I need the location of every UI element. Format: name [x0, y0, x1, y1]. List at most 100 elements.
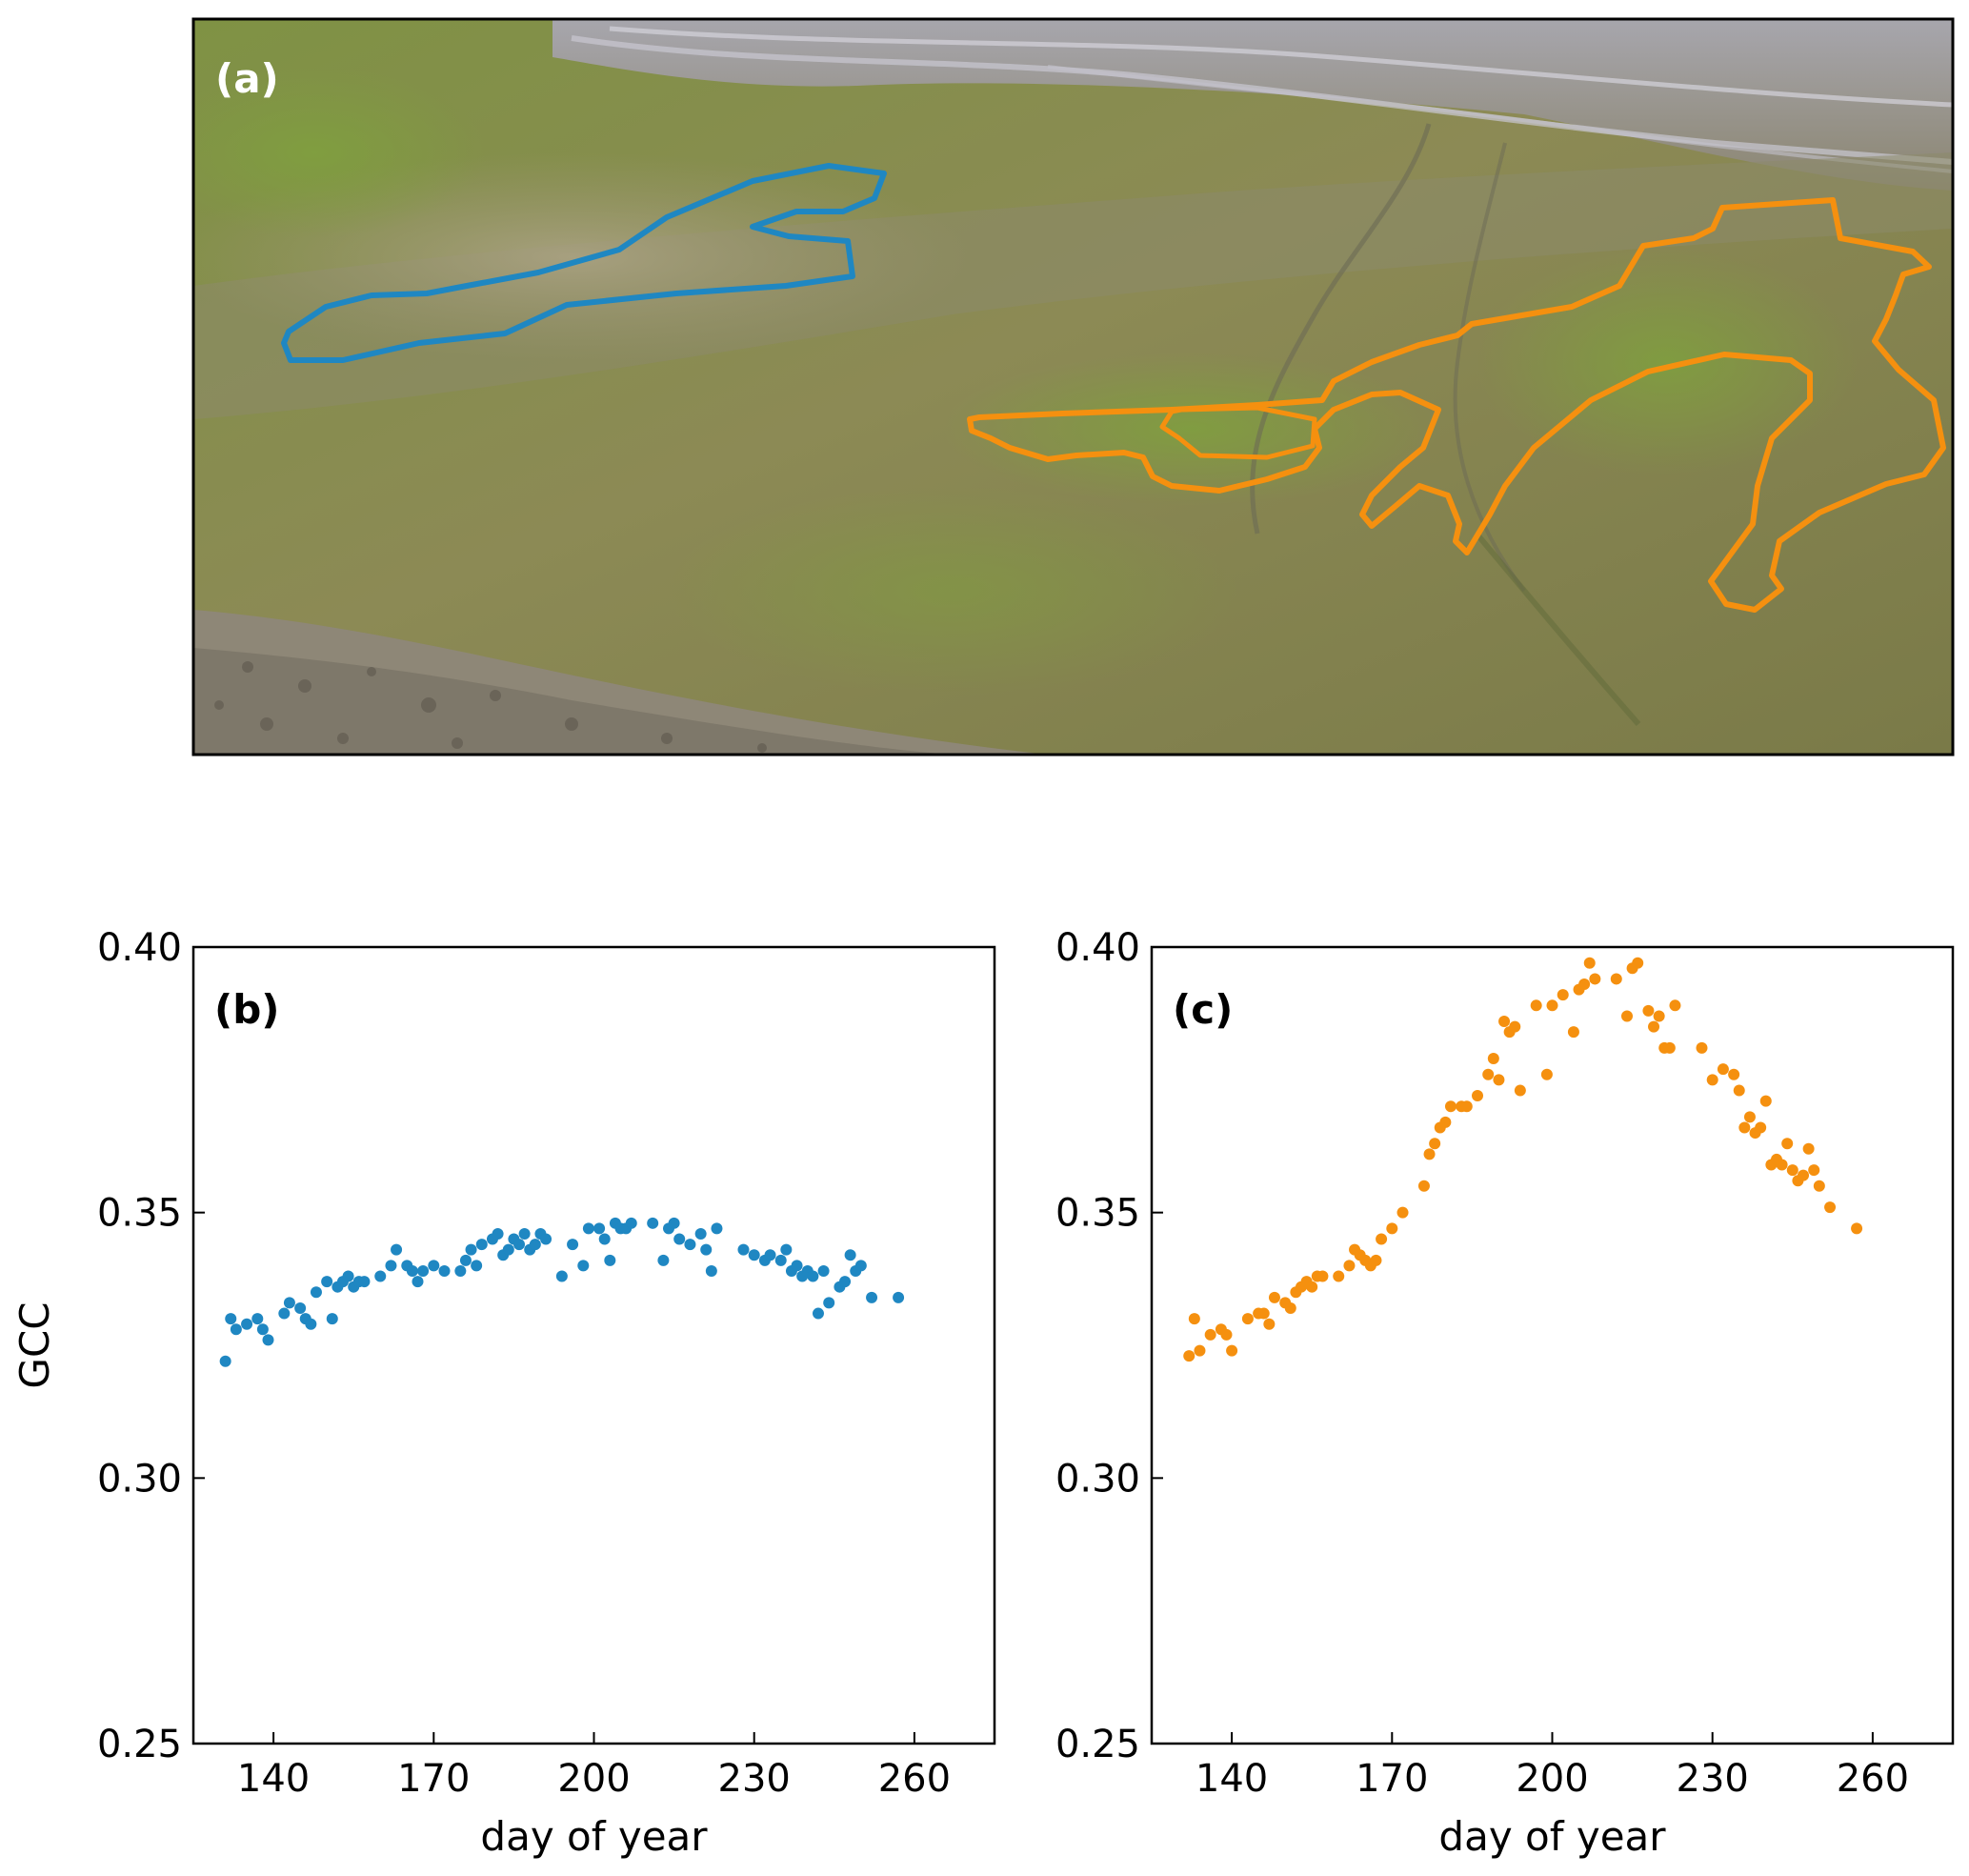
data-point: [471, 1260, 483, 1272]
data-point: [438, 1264, 451, 1277]
data-point: [1498, 1016, 1511, 1028]
data-point: [1786, 1164, 1798, 1177]
data-point: [844, 1249, 856, 1261]
y-tick-label: 0.25: [97, 1723, 182, 1766]
data-point: [1583, 957, 1596, 969]
x-tick-label: 230: [1677, 1757, 1749, 1801]
data-point: [1802, 1142, 1815, 1155]
data-point: [497, 1249, 510, 1261]
data-point: [342, 1270, 354, 1282]
data-point: [1749, 1127, 1761, 1140]
data-point: [332, 1281, 344, 1293]
data-point: [1370, 1254, 1382, 1266]
data-point: [508, 1233, 520, 1245]
data-point: [374, 1270, 387, 1282]
data-point: [823, 1297, 835, 1309]
data-point: [1482, 1068, 1495, 1080]
photo-frame: [191, 17, 1955, 756]
data-point: [774, 1254, 787, 1266]
y-tick-label: 0.25: [1055, 1723, 1140, 1766]
data-point: [1253, 1307, 1265, 1320]
data-point: [305, 1318, 317, 1330]
data-point: [1658, 1041, 1671, 1054]
data-point: [1434, 1121, 1446, 1134]
plot-frame: [191, 945, 996, 1745]
data-point: [1514, 1084, 1526, 1097]
data-point: [540, 1233, 553, 1245]
data-point: [348, 1281, 360, 1293]
data-point: [262, 1334, 274, 1346]
data-point: [1717, 1063, 1729, 1076]
x-tick-label: 200: [557, 1757, 630, 1801]
data-point: [614, 1222, 627, 1235]
data-point: [465, 1243, 477, 1256]
data-point: [1417, 1180, 1430, 1192]
data-point: [321, 1276, 333, 1288]
data-point: [1503, 1026, 1516, 1039]
data-point: [1311, 1270, 1323, 1282]
data-point: [582, 1222, 594, 1235]
data-point: [1429, 1138, 1441, 1150]
data-point: [839, 1276, 852, 1288]
data-point: [1632, 957, 1644, 969]
x-axis-label: day of year: [480, 1813, 708, 1860]
data-point: [513, 1239, 526, 1251]
data-point: [1792, 1175, 1804, 1187]
data-point: [1333, 1270, 1345, 1282]
data-point: [278, 1307, 291, 1320]
data-point: [866, 1291, 878, 1303]
data-point: [1487, 1053, 1499, 1065]
data-point: [604, 1254, 616, 1266]
data-point: [475, 1239, 488, 1251]
data-point: [1776, 1159, 1788, 1171]
data-point: [1546, 999, 1558, 1012]
data-point: [700, 1243, 713, 1256]
data-point: [780, 1243, 793, 1256]
data-point: [299, 1313, 311, 1325]
x-tick-label: 230: [718, 1757, 791, 1801]
chart-c-plot: 140 170 200 230 260 0.25 0.30 0.35 0.40 day of ye…: [1055, 926, 1955, 1860]
data-point: [1589, 973, 1601, 985]
data-point: [1386, 1222, 1398, 1235]
data-point: [1743, 1111, 1756, 1123]
data-point: [294, 1301, 307, 1314]
data-point: [598, 1233, 611, 1245]
data-point: [1653, 1010, 1665, 1022]
data-point: [1509, 1020, 1521, 1033]
x-tick-label: 200: [1516, 1757, 1588, 1801]
data-point: [256, 1323, 269, 1336]
data-point: [593, 1222, 606, 1235]
data-point: [791, 1260, 803, 1272]
data-point: [1738, 1121, 1751, 1134]
data-point: [1226, 1344, 1238, 1357]
data-point: [1728, 1068, 1740, 1080]
panel-label-a: (a): [215, 55, 279, 102]
data-point: [801, 1264, 814, 1277]
data-point: [1610, 973, 1622, 985]
data-point: [219, 1355, 231, 1367]
y-tick-label: 0.40: [1055, 926, 1140, 970]
x-tick-label: 170: [397, 1757, 470, 1801]
x-axis-label: day of year: [1438, 1813, 1666, 1860]
data-point: [1183, 1350, 1195, 1362]
panel-label: (c): [1173, 986, 1233, 1033]
data-point: [1241, 1313, 1254, 1325]
data-point: [336, 1276, 349, 1288]
data-point: [1257, 1307, 1270, 1320]
data-points: [219, 1217, 905, 1367]
data-point: [1798, 1169, 1810, 1181]
data-point: [748, 1249, 760, 1261]
data-point: [1663, 1041, 1676, 1054]
data-point: [1460, 1100, 1473, 1113]
data-point: [251, 1313, 264, 1325]
data-point: [625, 1217, 637, 1229]
data-point: [1781, 1138, 1794, 1150]
data-point: [524, 1243, 536, 1256]
y-tick-label: 0.30: [1055, 1457, 1140, 1501]
x-tick-label: 260: [1837, 1757, 1909, 1801]
data-point: [1642, 1004, 1655, 1017]
data-point: [1626, 962, 1638, 975]
data-point: [1648, 1020, 1660, 1033]
data-point: [1765, 1159, 1778, 1171]
data-point: [662, 1222, 674, 1235]
